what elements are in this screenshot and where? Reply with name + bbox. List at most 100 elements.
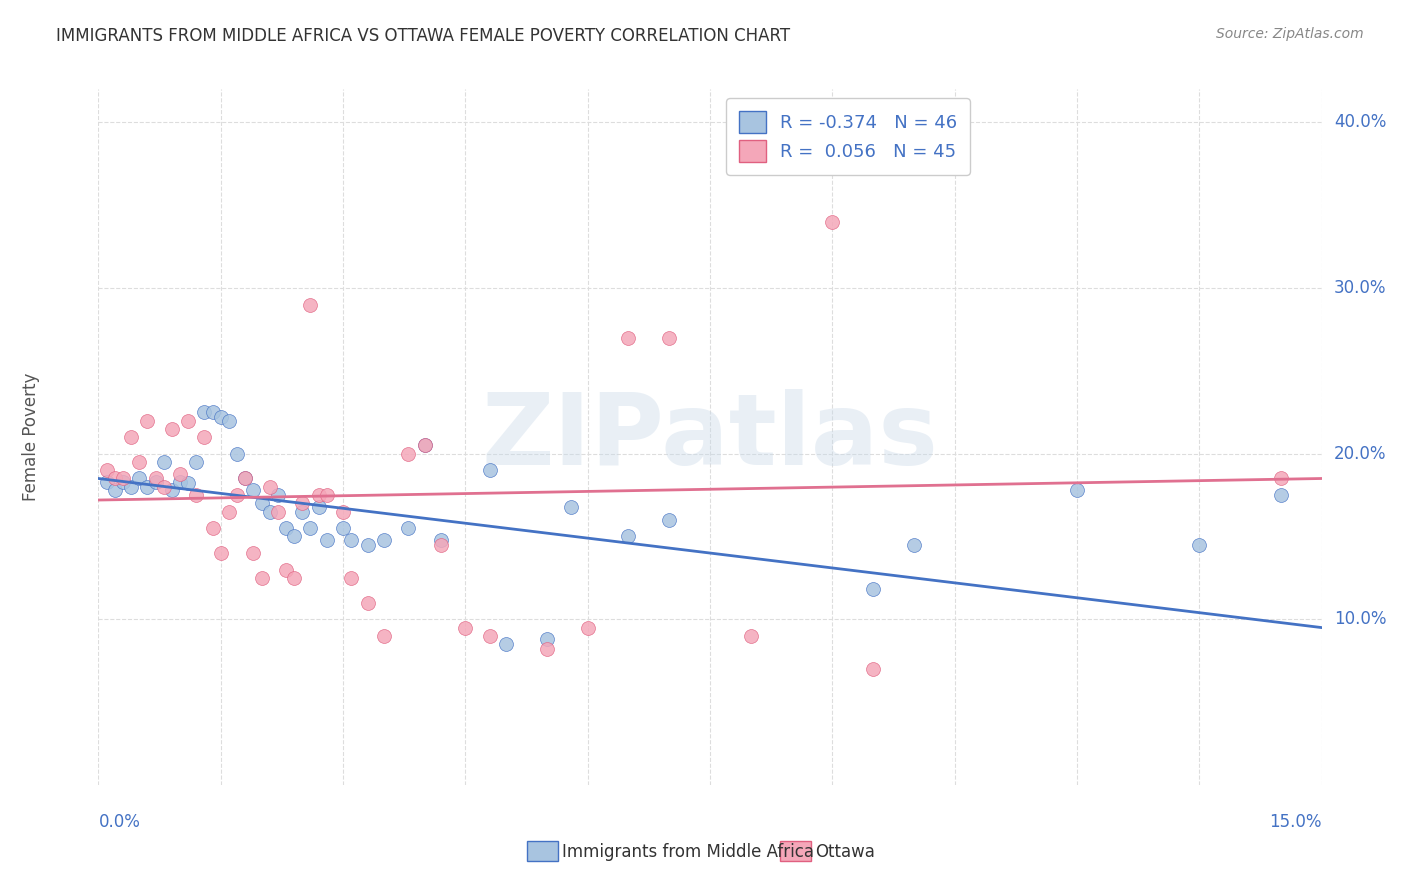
Point	[218, 505, 240, 519]
Point	[120, 430, 142, 444]
Point	[495, 637, 517, 651]
Text: 15.0%: 15.0%	[1270, 813, 1322, 830]
Point	[396, 447, 419, 461]
Point	[201, 405, 224, 419]
Text: Immigrants from Middle Africa: Immigrants from Middle Africa	[562, 843, 814, 861]
Point	[291, 496, 314, 510]
Point	[903, 538, 925, 552]
Point	[226, 447, 249, 461]
Point	[169, 467, 191, 481]
Point	[430, 538, 453, 552]
Point	[128, 471, 150, 485]
Point	[152, 455, 174, 469]
Point	[821, 215, 844, 229]
Point	[218, 413, 240, 427]
Point	[658, 331, 681, 345]
Point	[242, 546, 264, 560]
Point	[299, 521, 322, 535]
Point	[396, 521, 419, 535]
Point	[740, 629, 762, 643]
Point	[96, 463, 118, 477]
Point	[104, 471, 127, 485]
Point	[186, 455, 208, 469]
Point	[617, 331, 640, 345]
Point	[250, 571, 273, 585]
Legend: R = -0.374   N = 46, R =  0.056   N = 45: R = -0.374 N = 46, R = 0.056 N = 45	[725, 98, 970, 175]
Point	[136, 480, 159, 494]
Point	[111, 475, 134, 489]
Point	[152, 480, 174, 494]
Point	[862, 582, 884, 597]
Text: ZIPatlas: ZIPatlas	[482, 389, 938, 485]
Point	[242, 483, 264, 497]
Point	[862, 662, 884, 676]
Text: Female Poverty: Female Poverty	[22, 373, 41, 501]
Point	[193, 405, 215, 419]
Point	[169, 475, 191, 489]
Point	[373, 629, 395, 643]
Point	[96, 475, 118, 489]
Point	[1270, 488, 1292, 502]
Point	[145, 475, 167, 489]
Point	[413, 438, 436, 452]
Point	[120, 480, 142, 494]
Point	[478, 629, 501, 643]
Point	[128, 455, 150, 469]
Point	[160, 483, 183, 497]
Point	[373, 533, 395, 547]
Point	[658, 513, 681, 527]
Point	[560, 500, 582, 514]
Point	[104, 483, 127, 497]
Point	[340, 571, 363, 585]
Text: 0.0%: 0.0%	[98, 813, 141, 830]
Point	[1066, 483, 1088, 497]
Point	[617, 529, 640, 543]
Point	[1188, 538, 1211, 552]
Point	[430, 533, 453, 547]
Point	[177, 476, 200, 491]
Point	[356, 596, 378, 610]
Point	[332, 521, 354, 535]
Point	[536, 642, 558, 657]
Point	[233, 471, 256, 485]
Point	[315, 533, 337, 547]
Point	[274, 521, 297, 535]
Text: Source: ZipAtlas.com: Source: ZipAtlas.com	[1216, 27, 1364, 41]
Point	[1270, 471, 1292, 485]
Point	[226, 488, 249, 502]
Point	[145, 471, 167, 485]
Point	[160, 422, 183, 436]
Point	[299, 297, 322, 311]
Text: 20.0%: 20.0%	[1334, 444, 1386, 463]
Point	[209, 410, 232, 425]
Point	[576, 621, 599, 635]
Text: 10.0%: 10.0%	[1334, 610, 1386, 628]
Text: IMMIGRANTS FROM MIDDLE AFRICA VS OTTAWA FEMALE POVERTY CORRELATION CHART: IMMIGRANTS FROM MIDDLE AFRICA VS OTTAWA …	[56, 27, 790, 45]
Point	[283, 529, 305, 543]
Point	[332, 505, 354, 519]
Point	[259, 480, 281, 494]
Point	[201, 521, 224, 535]
Point	[291, 505, 314, 519]
Point	[413, 438, 436, 452]
Point	[136, 413, 159, 427]
Point	[267, 488, 290, 502]
Point	[308, 488, 330, 502]
Point	[340, 533, 363, 547]
Point	[177, 413, 200, 427]
Text: 30.0%: 30.0%	[1334, 279, 1386, 297]
Point	[267, 505, 290, 519]
Point	[186, 488, 208, 502]
Point	[478, 463, 501, 477]
Point	[536, 632, 558, 647]
Point	[209, 546, 232, 560]
Point	[233, 471, 256, 485]
Text: Ottawa: Ottawa	[815, 843, 876, 861]
Point	[111, 471, 134, 485]
Point	[308, 500, 330, 514]
Text: 40.0%: 40.0%	[1334, 113, 1386, 131]
Point	[454, 621, 477, 635]
Point	[250, 496, 273, 510]
Point	[315, 488, 337, 502]
Point	[193, 430, 215, 444]
